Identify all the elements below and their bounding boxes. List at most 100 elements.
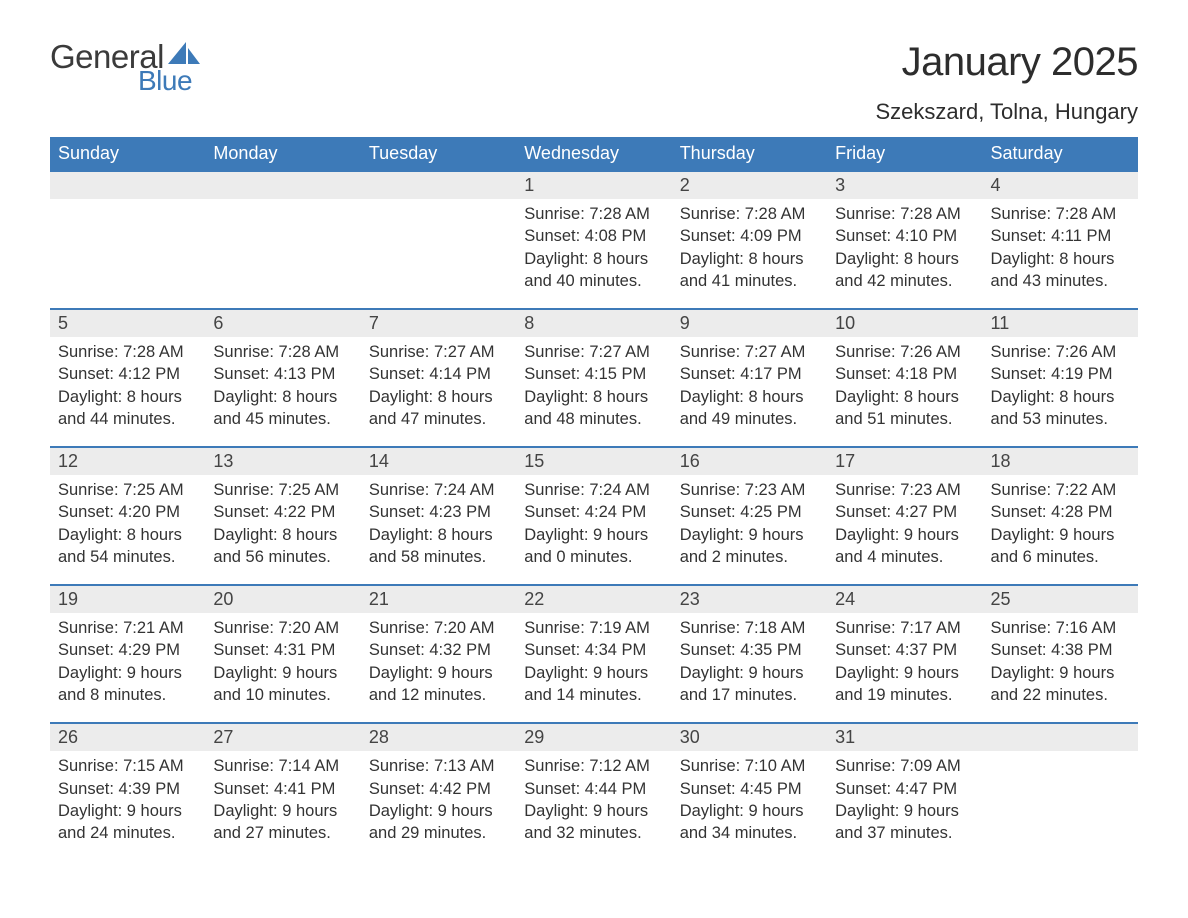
day-number: 31 — [835, 727, 855, 747]
calendar-table: Sunday Monday Tuesday Wednesday Thursday… — [50, 137, 1138, 860]
day-number-cell: 26 — [50, 723, 205, 751]
day-sunset: Sunset: 4:38 PM — [991, 639, 1130, 661]
day-number: 9 — [680, 313, 690, 333]
day-daylight2: and 22 minutes. — [991, 684, 1130, 706]
day-daylight2: and 34 minutes. — [680, 822, 819, 844]
col-friday: Friday — [827, 137, 982, 172]
header: General Blue January 2025 Szekszard, Tol… — [50, 40, 1138, 125]
detail-row: Sunrise: 7:25 AMSunset: 4:20 PMDaylight:… — [50, 475, 1138, 585]
day-sunset: Sunset: 4:18 PM — [835, 363, 974, 385]
daynum-row: 12131415161718 — [50, 447, 1138, 475]
day-number-cell — [361, 172, 516, 199]
day-detail-cell: Sunrise: 7:22 AMSunset: 4:28 PMDaylight:… — [983, 475, 1138, 585]
day-daylight1: Daylight: 9 hours — [991, 662, 1130, 684]
day-detail-cell: Sunrise: 7:21 AMSunset: 4:29 PMDaylight:… — [50, 613, 205, 723]
day-sunset: Sunset: 4:37 PM — [835, 639, 974, 661]
day-detail-cell: Sunrise: 7:20 AMSunset: 4:31 PMDaylight:… — [205, 613, 360, 723]
day-detail-cell: Sunrise: 7:25 AMSunset: 4:22 PMDaylight:… — [205, 475, 360, 585]
day-number: 10 — [835, 313, 855, 333]
day-number-cell: 8 — [516, 309, 671, 337]
day-detail-cell — [50, 199, 205, 309]
day-daylight1: Daylight: 8 hours — [58, 386, 197, 408]
day-sunset: Sunset: 4:08 PM — [524, 225, 663, 247]
day-sunset: Sunset: 4:29 PM — [58, 639, 197, 661]
day-detail-cell: Sunrise: 7:26 AMSunset: 4:18 PMDaylight:… — [827, 337, 982, 447]
day-sunrise: Sunrise: 7:19 AM — [524, 617, 663, 639]
day-daylight1: Daylight: 8 hours — [524, 386, 663, 408]
day-daylight1: Daylight: 8 hours — [369, 386, 508, 408]
day-daylight2: and 37 minutes. — [835, 822, 974, 844]
day-sunset: Sunset: 4:22 PM — [213, 501, 352, 523]
day-number-cell: 4 — [983, 172, 1138, 199]
day-number: 15 — [524, 451, 544, 471]
day-number: 26 — [58, 727, 78, 747]
day-sunset: Sunset: 4:15 PM — [524, 363, 663, 385]
day-number-cell: 12 — [50, 447, 205, 475]
day-number-cell: 1 — [516, 172, 671, 199]
weekday-header-row: Sunday Monday Tuesday Wednesday Thursday… — [50, 137, 1138, 172]
day-number-cell: 15 — [516, 447, 671, 475]
day-daylight2: and 29 minutes. — [369, 822, 508, 844]
day-sunrise: Sunrise: 7:15 AM — [58, 755, 197, 777]
day-daylight1: Daylight: 9 hours — [835, 800, 974, 822]
day-number: 6 — [213, 313, 223, 333]
day-sunset: Sunset: 4:44 PM — [524, 778, 663, 800]
day-number: 29 — [524, 727, 544, 747]
day-detail-cell: Sunrise: 7:28 AMSunset: 4:11 PMDaylight:… — [983, 199, 1138, 309]
daynum-row: 262728293031 — [50, 723, 1138, 751]
day-number: 4 — [991, 175, 1001, 195]
day-sunset: Sunset: 4:20 PM — [58, 501, 197, 523]
day-daylight1: Daylight: 8 hours — [58, 524, 197, 546]
day-detail-cell: Sunrise: 7:28 AMSunset: 4:09 PMDaylight:… — [672, 199, 827, 309]
day-number-cell — [50, 172, 205, 199]
day-daylight1: Daylight: 8 hours — [213, 386, 352, 408]
day-number-cell: 29 — [516, 723, 671, 751]
day-sunset: Sunset: 4:31 PM — [213, 639, 352, 661]
day-daylight2: and 6 minutes. — [991, 546, 1130, 568]
day-daylight1: Daylight: 9 hours — [524, 800, 663, 822]
day-daylight2: and 54 minutes. — [58, 546, 197, 568]
detail-row: Sunrise: 7:28 AMSunset: 4:12 PMDaylight:… — [50, 337, 1138, 447]
brand-logo: General Blue — [50, 40, 202, 95]
day-sunrise: Sunrise: 7:13 AM — [369, 755, 508, 777]
day-detail-cell: Sunrise: 7:26 AMSunset: 4:19 PMDaylight:… — [983, 337, 1138, 447]
day-daylight2: and 40 minutes. — [524, 270, 663, 292]
day-daylight1: Daylight: 9 hours — [369, 662, 508, 684]
page-title: January 2025 — [875, 40, 1138, 85]
day-daylight2: and 41 minutes. — [680, 270, 819, 292]
day-sunset: Sunset: 4:24 PM — [524, 501, 663, 523]
day-number-cell: 18 — [983, 447, 1138, 475]
day-sunrise: Sunrise: 7:20 AM — [213, 617, 352, 639]
day-detail-cell: Sunrise: 7:15 AMSunset: 4:39 PMDaylight:… — [50, 751, 205, 860]
day-sunset: Sunset: 4:27 PM — [835, 501, 974, 523]
day-daylight2: and 0 minutes. — [524, 546, 663, 568]
day-detail-cell: Sunrise: 7:20 AMSunset: 4:32 PMDaylight:… — [361, 613, 516, 723]
day-number-cell: 19 — [50, 585, 205, 613]
day-number: 30 — [680, 727, 700, 747]
day-sunset: Sunset: 4:25 PM — [680, 501, 819, 523]
day-number-cell: 9 — [672, 309, 827, 337]
day-number-cell: 30 — [672, 723, 827, 751]
brand-blue-text: Blue — [138, 67, 192, 95]
day-daylight2: and 32 minutes. — [524, 822, 663, 844]
day-detail-cell: Sunrise: 7:13 AMSunset: 4:42 PMDaylight:… — [361, 751, 516, 860]
day-number-cell: 20 — [205, 585, 360, 613]
day-sunrise: Sunrise: 7:25 AM — [213, 479, 352, 501]
day-daylight2: and 12 minutes. — [369, 684, 508, 706]
day-sunrise: Sunrise: 7:28 AM — [835, 203, 974, 225]
day-sunrise: Sunrise: 7:21 AM — [58, 617, 197, 639]
day-number-cell: 21 — [361, 585, 516, 613]
day-number-cell: 2 — [672, 172, 827, 199]
day-sunset: Sunset: 4:42 PM — [369, 778, 508, 800]
day-daylight2: and 45 minutes. — [213, 408, 352, 430]
day-daylight1: Daylight: 9 hours — [213, 800, 352, 822]
day-sunrise: Sunrise: 7:22 AM — [991, 479, 1130, 501]
day-number-cell: 23 — [672, 585, 827, 613]
day-number: 8 — [524, 313, 534, 333]
day-daylight1: Daylight: 8 hours — [369, 524, 508, 546]
day-daylight2: and 27 minutes. — [213, 822, 352, 844]
day-sunset: Sunset: 4:35 PM — [680, 639, 819, 661]
day-sunset: Sunset: 4:41 PM — [213, 778, 352, 800]
day-sunrise: Sunrise: 7:17 AM — [835, 617, 974, 639]
day-detail-cell: Sunrise: 7:27 AMSunset: 4:14 PMDaylight:… — [361, 337, 516, 447]
